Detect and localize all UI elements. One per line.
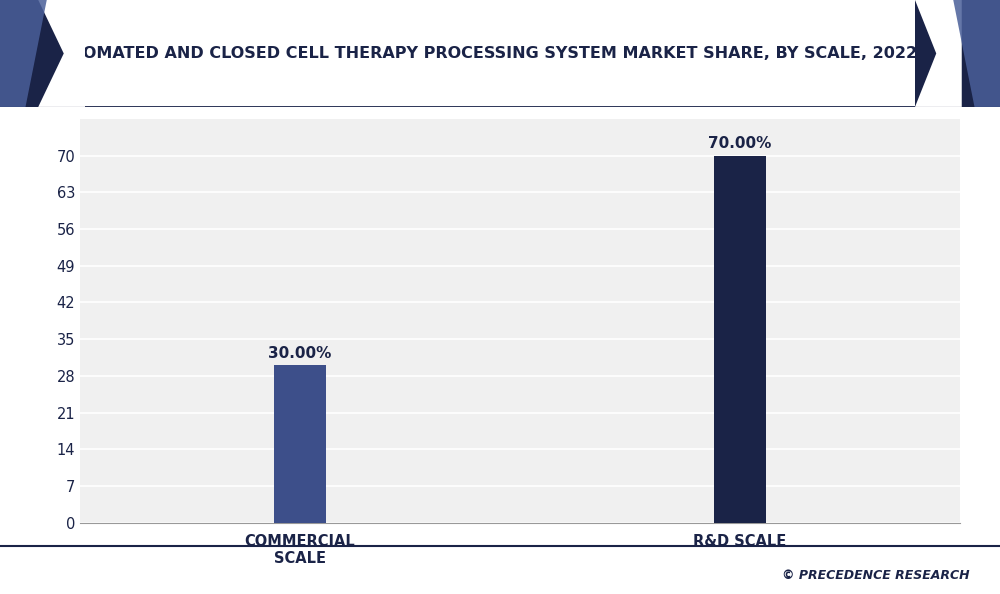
- Polygon shape: [915, 0, 962, 107]
- Text: 30.00%: 30.00%: [268, 346, 332, 361]
- Polygon shape: [38, 0, 85, 107]
- Text: AUTOMATED AND CLOSED CELL THERAPY PROCESSING SYSTEM MARKET SHARE, BY SCALE, 2022: AUTOMATED AND CLOSED CELL THERAPY PROCES…: [47, 46, 953, 61]
- Polygon shape: [953, 0, 1000, 107]
- Polygon shape: [0, 0, 47, 107]
- Bar: [714, 156, 766, 523]
- Bar: [274, 365, 326, 523]
- Text: © PRECEDENCE RESEARCH: © PRECEDENCE RESEARCH: [782, 569, 970, 582]
- Text: 70.00%: 70.00%: [708, 137, 772, 151]
